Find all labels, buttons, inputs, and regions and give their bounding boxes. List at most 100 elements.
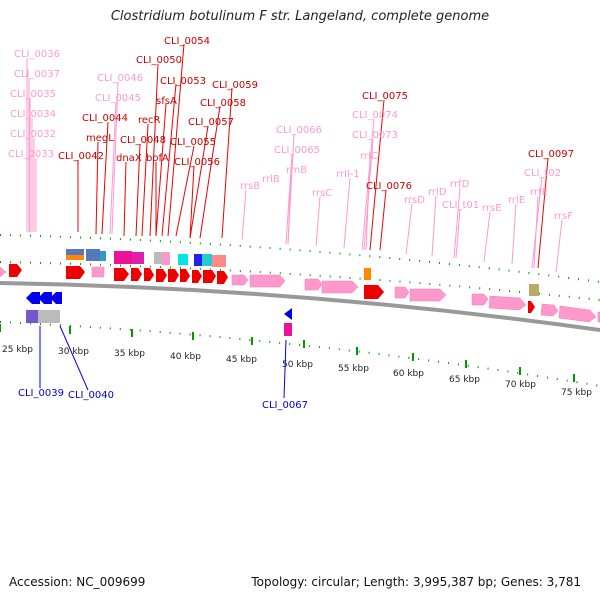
gene-label[interactable]: CLI_0036: [14, 49, 60, 60]
tick-label: 60 kbp: [393, 369, 424, 379]
rna-gene[interactable]: [558, 305, 597, 323]
feature-box[interactable]: [212, 255, 226, 267]
feature-box[interactable]: [284, 323, 292, 336]
rna-gene[interactable]: [394, 286, 410, 299]
cds-reverse[interactable]: [38, 292, 52, 304]
gene-label[interactable]: CLI_0076: [366, 181, 412, 192]
gene-label[interactable]: CLI_0055: [170, 137, 216, 148]
cds-forward[interactable]: [168, 269, 179, 282]
cds-forward[interactable]: [114, 268, 129, 281]
gene-label[interactable]: CLI_0056: [174, 157, 220, 168]
gene-label[interactable]: CLI_0033: [8, 149, 54, 160]
gene-label[interactable]: rrfE: [530, 187, 548, 198]
cds-forward[interactable]: [192, 270, 202, 283]
gene-label[interactable]: rrlI-1: [336, 169, 360, 180]
cds-reverse[interactable]: [50, 292, 62, 304]
gene-label[interactable]: CLI_t01: [442, 200, 479, 211]
cds-reverse[interactable]: [284, 308, 292, 320]
feature-box[interactable]: [194, 254, 202, 266]
cds-forward[interactable]: [217, 271, 228, 284]
rna-gene[interactable]: [321, 280, 359, 294]
gene-label[interactable]: CLI_0034: [10, 109, 56, 120]
gene-label[interactable]: rrfD: [450, 179, 470, 190]
gene-label[interactable]: CLI_0053: [160, 76, 206, 87]
gene-label[interactable]: CLI_0035: [10, 89, 56, 100]
feature-box[interactable]: [178, 254, 188, 265]
gene-label[interactable]: CLI_0042: [58, 151, 104, 162]
gene-label[interactable]: CLI_0054: [164, 36, 210, 47]
cds-forward[interactable]: [180, 269, 190, 282]
gene-label[interactable]: CLI_0050: [136, 55, 182, 66]
tick-label: 75 kbp: [561, 388, 592, 398]
feature-box[interactable]: [38, 310, 60, 323]
gene-label[interactable]: CLI_0065: [274, 145, 320, 156]
gene-label[interactable]: CLI_0066: [276, 125, 322, 136]
gene-label[interactable]: rrsE: [482, 203, 502, 214]
gene-label[interactable]: CLI_0057: [188, 117, 234, 128]
gene-label[interactable]: rrlB: [262, 174, 280, 185]
gene-label[interactable]: CLI_0045: [95, 93, 141, 104]
gene-label[interactable]: CLI_0044: [82, 113, 128, 124]
tick-label: 40 kbp: [170, 352, 201, 362]
gene-label[interactable]: recR: [138, 115, 161, 126]
gene-label[interactable]: CLI_0059: [212, 80, 258, 91]
feature-box[interactable]: [114, 251, 132, 264]
feature-box[interactable]: [364, 268, 371, 280]
rna-gene[interactable]: [249, 274, 286, 288]
rna-gene[interactable]: [409, 288, 447, 302]
feature-box[interactable]: [202, 254, 212, 266]
feature-box[interactable]: [529, 284, 539, 296]
tick-label: 25 kbp: [2, 345, 33, 355]
feature-box[interactable]: [162, 252, 170, 265]
gene-label[interactable]: CLI_0048: [120, 135, 166, 146]
feature-box[interactable]: [154, 252, 162, 264]
gene-label[interactable]: CLI_0037: [14, 69, 60, 80]
feature-box[interactable]: [100, 251, 106, 261]
gene-label[interactable]: CLI_0046: [97, 73, 143, 84]
rna-gene[interactable]: [471, 293, 489, 306]
gene-label[interactable]: rrsB: [240, 181, 260, 192]
cds-reverse[interactable]: [26, 292, 40, 304]
gene-label[interactable]: CLI_0032: [10, 129, 56, 140]
gene-label[interactable]: CLI_0075: [362, 91, 408, 102]
cds-forward[interactable]: [66, 266, 85, 279]
cds-forward[interactable]: [9, 264, 22, 277]
gene-label[interactable]: megL: [86, 133, 114, 144]
gene-label[interactable]: CLI_0097: [528, 149, 574, 160]
feature-box[interactable]: [26, 310, 38, 323]
gene-label[interactable]: CLI_t02: [524, 168, 561, 179]
gene-label[interactable]: rrlC: [360, 151, 378, 162]
rna-gene[interactable]: [304, 278, 323, 291]
gene-label[interactable]: rrsC: [312, 188, 332, 199]
tick-label: 45 kbp: [226, 355, 257, 365]
rna-gene[interactable]: [0, 266, 7, 278]
cds-forward[interactable]: [131, 268, 142, 281]
gene-label[interactable]: CLI_0039: [18, 388, 64, 399]
gene-label[interactable]: CLI_0073: [352, 130, 398, 141]
gene-label[interactable]: rrsD: [404, 195, 425, 206]
gene-label[interactable]: CLI_0040: [68, 390, 114, 401]
cds-forward[interactable]: [364, 285, 384, 299]
gene-label[interactable]: rrsF: [554, 211, 573, 222]
feature-box[interactable]: [86, 249, 100, 261]
feature-box[interactable]: [132, 252, 144, 264]
rna-gene[interactable]: [540, 303, 559, 317]
gene-label[interactable]: bofA: [146, 153, 169, 164]
cds-forward[interactable]: [528, 301, 535, 313]
cds-forward[interactable]: [203, 270, 216, 283]
cds-forward[interactable]: [156, 269, 167, 282]
gene-label[interactable]: rrnB: [286, 165, 307, 176]
gene-label[interactable]: sfsA: [156, 96, 177, 107]
gene-label[interactable]: CLI_0074: [352, 110, 398, 121]
gene-label[interactable]: CLI_0058: [200, 98, 246, 109]
feature-box[interactable]: [66, 255, 84, 260]
rna-gene[interactable]: [488, 295, 527, 311]
rna-gene[interactable]: [91, 266, 105, 278]
cds-forward[interactable]: [144, 268, 154, 281]
gene-label[interactable]: rrlD: [428, 187, 447, 198]
feature-box[interactable]: [66, 249, 84, 255]
rna-gene[interactable]: [231, 274, 249, 286]
gene-label[interactable]: CLI_0067: [262, 400, 308, 411]
gene-label[interactable]: dnaX: [116, 153, 142, 164]
gene-label[interactable]: rrlE: [508, 195, 525, 206]
